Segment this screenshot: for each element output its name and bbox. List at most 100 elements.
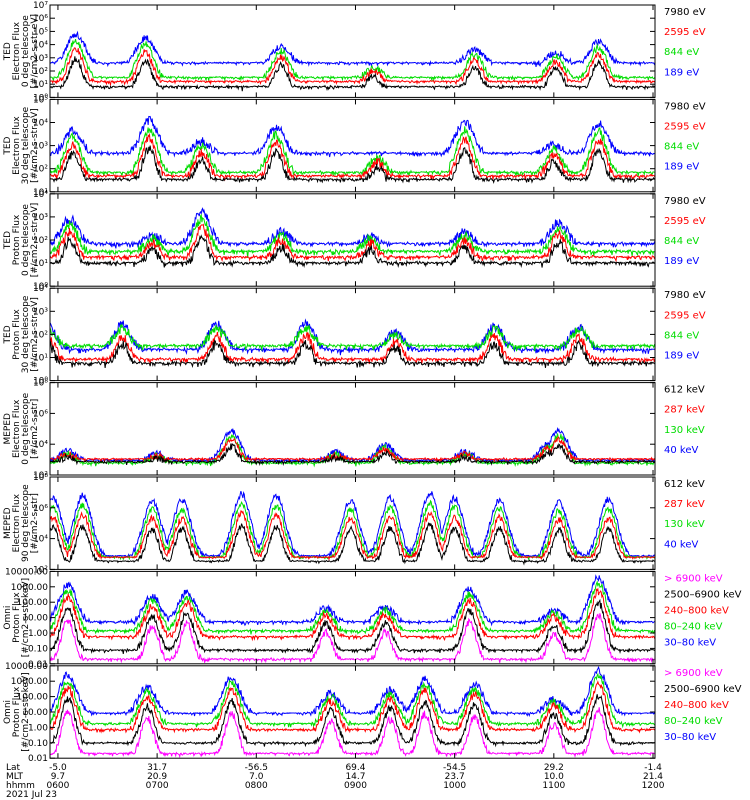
y-tick-label: 10.00 — [22, 614, 48, 624]
y-axis-label: 0 deg telescope — [21, 204, 31, 276]
legend-entry: 7980 eV — [664, 196, 706, 207]
legend-entry: 130 keV — [664, 425, 705, 436]
legend-entry: 30–80 keV — [664, 638, 716, 649]
footer-tick-value: -56.5 — [245, 763, 268, 773]
y-axis-label: Omni — [3, 606, 13, 630]
series-line — [50, 132, 655, 182]
y-axis-label: 30 deg telescope — [21, 295, 31, 373]
panel-2-traces — [50, 115, 655, 184]
legend-entry: 2595 eV — [664, 310, 706, 321]
y-axis-label: 30 deg telescope — [21, 106, 31, 184]
y-tick-label: 10⁰ — [33, 93, 48, 103]
y-tick-label: 10¹ — [33, 354, 48, 364]
legend-entry: 612 keV — [664, 385, 705, 396]
footer-tick-value: -54.5 — [443, 763, 466, 773]
y-axis-label: 90 deg telescope — [21, 484, 31, 562]
y-tick-label: 10⁴ — [33, 119, 48, 129]
legend-entry: 189 eV — [664, 256, 699, 267]
y-axis-label: TED — [3, 42, 13, 61]
y-tick-label: 10⁵ — [33, 95, 48, 105]
y-tick-label: 0.10 — [28, 644, 48, 654]
y-axis-label: MEPED — [3, 413, 13, 445]
series-line — [50, 318, 655, 356]
legend-entry: 2500–6900 keV — [664, 589, 742, 600]
legend-entry: 7980 eV — [664, 290, 706, 301]
series-line — [50, 443, 655, 467]
y-axis-label: [#/cm2-s-str-eV] — [30, 108, 40, 183]
legend-entry: 40 keV — [664, 539, 698, 550]
legend-entry: 189 eV — [664, 162, 699, 173]
series-line — [50, 38, 655, 82]
legend-entry: 7980 eV — [664, 101, 706, 112]
legend-entry: 2595 eV — [664, 27, 706, 38]
y-axis-label: Proton Flux — [12, 308, 22, 359]
legend-entry: 130 keV — [664, 519, 705, 530]
footer-tick-value: 0600 — [46, 781, 69, 791]
series-line — [50, 223, 655, 263]
legend-entry: 844 eV — [664, 142, 699, 153]
y-tick-label: 10⁸ — [33, 473, 48, 483]
panel-2: 10¹ 10² 10³ 10⁴ 10⁵ TED Electron Flux 30 deg te… — [3, 95, 706, 197]
legend-entry: > 6900 keV — [664, 573, 723, 584]
y-axis-label: Electron Flux — [12, 493, 22, 552]
series-line — [50, 598, 655, 655]
footer-tick-value: 21.4 — [643, 772, 663, 782]
y-tick-label: 100.00 — [17, 598, 49, 608]
legend-entry: 2595 eV — [664, 216, 706, 227]
legend-entry: 189 eV — [664, 351, 699, 362]
y-tick-label: 10⁶ — [33, 504, 48, 514]
panel-5: 10² 10⁴ 10⁶ 10⁸ MEPED Electron Flux 0 deg tele… — [3, 379, 705, 481]
y-axis-label: Proton Flux — [12, 214, 22, 265]
y-tick-label: 10⁴ — [33, 190, 48, 200]
footer-row-label: hhmm — [6, 781, 35, 791]
y-axis-label: [#/cm2-s-str-keV] — [21, 672, 31, 751]
y-tick-label: 10¹ — [33, 80, 48, 90]
y-tick-label: 1.00 — [28, 629, 48, 639]
legend-entry: 80–240 keV — [664, 716, 723, 727]
y-tick-label: 10² — [33, 236, 48, 246]
panel-8-traces — [50, 665, 655, 759]
panel-8: 0.01 0.10 1.00 10.00 100.00 1000.00 10000.00 Om… — [3, 662, 742, 764]
series-line — [50, 145, 655, 184]
y-tick-label: 10.00 — [22, 708, 48, 718]
legend-entry: 7980 eV — [664, 7, 706, 18]
series-line — [50, 580, 655, 635]
legend-entry: 287 keV — [664, 499, 705, 510]
y-tick-label: 1.00 — [28, 723, 48, 733]
y-axis-label: Electron Flux — [12, 116, 22, 175]
y-axis-label: [#/cm2-s-str] — [30, 399, 40, 459]
footer-row-label: MLT — [6, 772, 24, 782]
footer-tick-value: 1100 — [542, 781, 565, 791]
legend-entry: 287 keV — [664, 405, 705, 416]
y-tick-label: 10000.00 — [5, 662, 48, 672]
y-tick-label: 10⁷ — [33, 1, 48, 11]
panel-frame — [49, 476, 656, 570]
footer-tick-value: 1200 — [642, 781, 665, 791]
y-tick-label: 1000.00 — [11, 583, 48, 593]
y-tick-label: 10⁸ — [33, 379, 48, 389]
legend-entry: 2595 eV — [664, 122, 706, 133]
series-line — [50, 47, 655, 87]
y-tick-label: 10² — [33, 471, 48, 481]
footer-tick-value: 0900 — [344, 781, 367, 791]
y-tick-label: 10⁴ — [33, 284, 48, 294]
series-line — [50, 435, 655, 464]
panel-4-traces — [50, 318, 655, 368]
series-line — [50, 694, 655, 748]
series-line — [50, 331, 655, 366]
y-axis-label: Electron Flux — [12, 21, 22, 80]
legend-entry: 240–800 keV — [664, 700, 729, 711]
footer-tick-value: 1000 — [443, 781, 466, 791]
panel-3-traces — [50, 207, 655, 269]
series-line — [50, 339, 655, 368]
y-axis-label: [#/cm2-s-str-keV] — [21, 578, 31, 657]
footer-tick-value: 14.7 — [345, 772, 365, 782]
legend-entry: > 6900 keV — [664, 668, 723, 679]
y-axis-label: Proton Flux — [12, 592, 22, 643]
legend-entry: 2500–6900 keV — [664, 684, 742, 695]
y-tick-label: 10⁴ — [33, 535, 48, 545]
y-tick-label: 10⁰ — [33, 282, 48, 292]
legend-entry: 844 eV — [664, 330, 699, 341]
